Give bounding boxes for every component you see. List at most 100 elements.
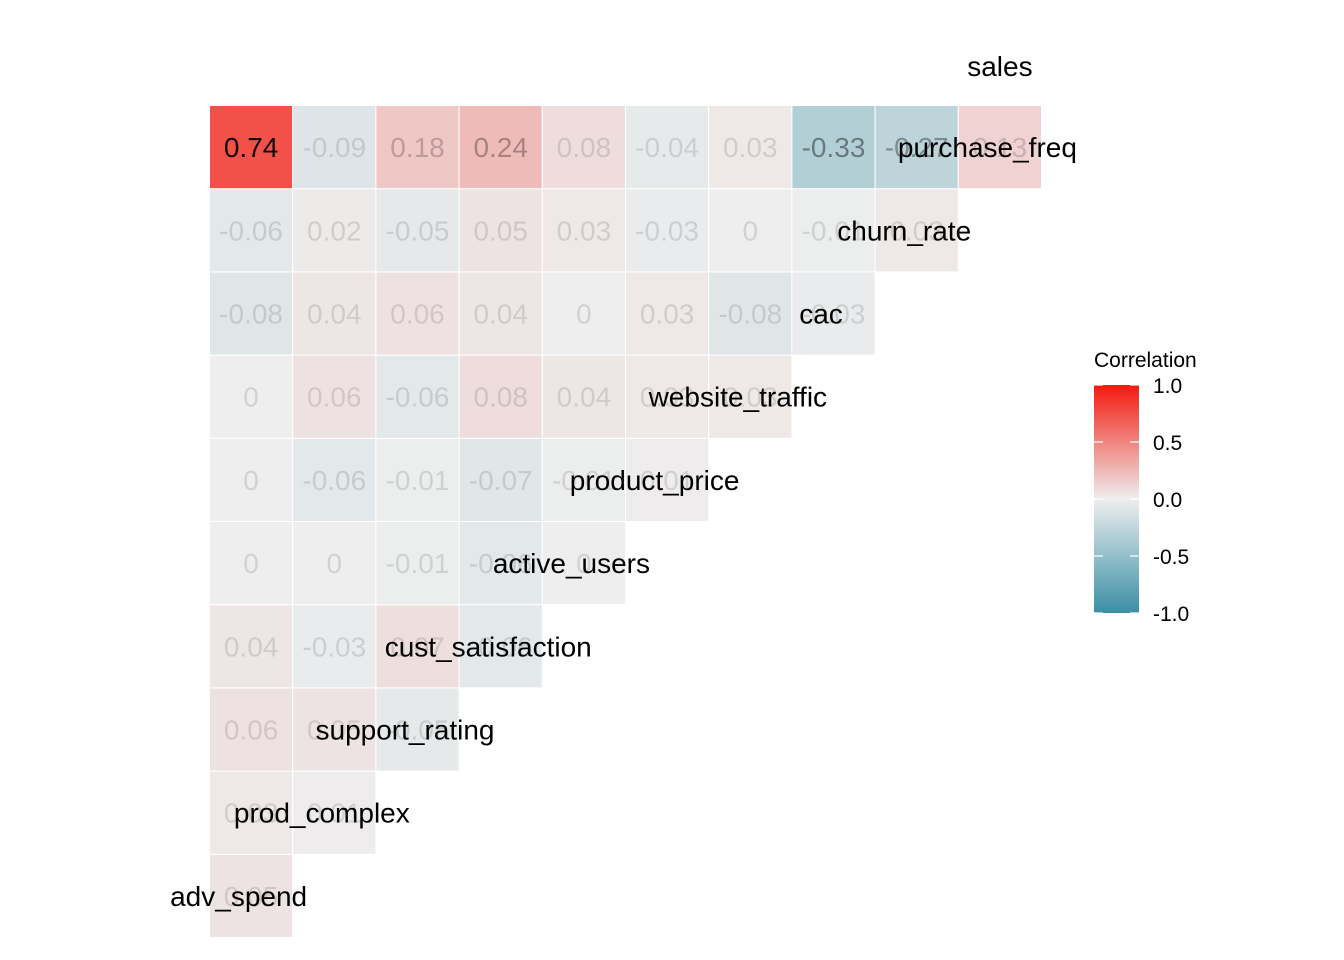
cell-value-label: 0.06	[390, 299, 445, 330]
row-label-active_users: active_users	[493, 548, 650, 579]
cell-value-label: -0.07	[469, 465, 533, 496]
heatmap-cell-active_users-support_rating	[375, 604, 460, 689]
cell-value-label: 0	[743, 215, 759, 246]
heatmap-cell-cust_satisfaction-adv_spend	[209, 687, 294, 772]
row-label-adv_spend: adv_spend	[170, 881, 307, 912]
heatmap-cell-website_traffic-prod_complex	[292, 437, 377, 522]
cell-value-label: 0.03	[723, 132, 778, 163]
row-label-support_rating: support_rating	[316, 715, 495, 746]
heatmap-cell-website_traffic-active_users	[541, 437, 626, 522]
cell-value-label: -0.09	[302, 132, 366, 163]
heatmap-cell-purchase_freq-product_price	[625, 188, 710, 273]
heatmap-cell-product_price-active_users	[541, 521, 626, 606]
heatmap-cell-cac-website_traffic	[708, 354, 793, 439]
legend-tick-label: 0.0	[1153, 489, 1182, 512]
heatmap-cell-sales-cac	[791, 105, 876, 190]
heatmap-cell-purchase_freq-active_users	[541, 188, 626, 273]
heatmap-cell-active_users-adv_spend	[209, 604, 294, 689]
cell-value-label: -0.06	[469, 548, 533, 579]
row-label-website_traffic: website_traffic	[648, 382, 827, 413]
legend-tick-label: 1.0	[1153, 375, 1182, 398]
cell-value-label: 0	[243, 548, 259, 579]
heatmap-cell-active_users-cust_satisfaction	[458, 604, 543, 689]
heatmap-cell-product_price-support_rating	[375, 521, 460, 606]
legend-ticks: 1.0 0.5 0.0 -0.5 -1.0	[1094, 375, 1189, 626]
cell-value-label: 0.03	[224, 798, 279, 829]
row-label-cust_satisfaction: cust_satisfaction	[385, 631, 592, 662]
cell-value-label: 0.06	[307, 382, 362, 413]
cell-value-label: -0.03	[302, 631, 366, 662]
heatmap-cell-website_traffic-support_rating	[375, 437, 460, 522]
heatmap-cell-sales-churn_rate	[874, 105, 959, 190]
color-legend: Correlation 1.0 0.5 0.0 -0.5 -1.0	[1094, 349, 1197, 626]
heatmap-cell-active_users-prod_complex	[292, 604, 377, 689]
variable-labels: adv_spend prod_complex support_rating cust_…	[170, 51, 1077, 912]
cell-value-label: -0.04	[635, 132, 699, 163]
cell-value-label: 0.02	[307, 215, 362, 246]
heatmap-cell-cust_satisfaction-prod_complex	[292, 687, 377, 772]
cell-value-label: 0.03	[640, 382, 695, 413]
cell-value-label: 0.04	[224, 631, 279, 662]
cell-value-label: 0.03	[640, 299, 695, 330]
heatmap-cell-sales-active_users	[541, 105, 626, 190]
row-label-churn_rate: churn_rate	[837, 215, 971, 246]
heatmap-cell-website_traffic-product_price	[625, 437, 710, 522]
cell-value-label: 0.24	[473, 132, 528, 163]
heatmap-cell-sales-purchase_freq	[957, 105, 1042, 190]
cell-value-label: 0.08	[473, 382, 528, 413]
cell-value-label: -0.03	[635, 215, 699, 246]
row-label-cac: cac	[799, 299, 843, 330]
heatmap-cell-purchase_freq-churn_rate	[874, 188, 959, 273]
cell-value-label: 0	[243, 465, 259, 496]
heatmap-cell-sales-product_price	[625, 105, 710, 190]
row-label-product_price: product_price	[570, 465, 740, 496]
cell-value-label: 0.05	[473, 215, 528, 246]
cell-value-label: -0.06	[219, 215, 283, 246]
heatmap-cell-sales-adv_spend	[209, 105, 294, 190]
heatmap-cell-website_traffic-adv_spend	[209, 437, 294, 522]
cell-value-label: -0.01	[386, 465, 450, 496]
cell-value-label: 0.04	[473, 299, 528, 330]
cell-value-label: 0	[576, 548, 592, 579]
heatmap-cell-product_price-prod_complex	[292, 521, 377, 606]
cell-value-label: -0.05	[386, 215, 450, 246]
cell-value-label: -0.05	[386, 715, 450, 746]
cell-value-label: 0.03	[557, 215, 612, 246]
cell-value-label: -0.08	[718, 299, 782, 330]
heatmap-cell-cust_satisfaction-support_rating	[375, 687, 460, 772]
heatmap-cell-website_traffic-cust_satisfaction	[458, 437, 543, 522]
heatmap-cells	[209, 105, 1042, 938]
cell-value-label: -0.01	[552, 465, 616, 496]
cell-value-label: 0.01	[307, 798, 362, 829]
cell-value-label: -0.06	[386, 382, 450, 413]
cell-value-label: -0.01	[802, 215, 866, 246]
cell-value-label: 0.06	[224, 715, 279, 746]
heatmap-cell-purchase_freq-adv_spend	[209, 188, 294, 273]
heatmap-cell-churn_rate-cac	[791, 271, 876, 356]
cell-value-label: 0.13	[973, 132, 1028, 163]
cell-value-label: 0.08	[557, 132, 612, 163]
heatmap-cell-churn_rate-product_price	[625, 271, 710, 356]
heatmap-cell-prod_complex-adv_spend	[209, 853, 294, 938]
heatmap-cell-support_rating-adv_spend	[209, 770, 294, 855]
heatmap-cell-purchase_freq-prod_complex	[292, 188, 377, 273]
heatmap-cell-churn_rate-website_traffic	[708, 271, 793, 356]
cell-value-label: -0.27	[885, 132, 949, 163]
cell-value-label: -0.33	[802, 132, 866, 163]
cell-value-label: 0.04	[557, 382, 612, 413]
cell-value-label: -0.06	[469, 631, 533, 662]
cell-value-labels: 0.05 0.03 0.01 0.06 0.05 -0.05 0.04 -0.03 0.07 -0…	[219, 132, 1027, 912]
heatmap-cell-cac-cust_satisfaction	[458, 354, 543, 439]
legend-tick-label: 0.5	[1153, 432, 1182, 455]
heatmap-cell-cac-prod_complex	[292, 354, 377, 439]
heatmap-cell-sales-prod_complex	[292, 105, 377, 190]
cell-value-label: 0.07	[390, 631, 445, 662]
legend-title: Correlation	[1094, 349, 1197, 372]
cell-value-label: 0	[576, 299, 592, 330]
cell-value-label: 0.03	[889, 215, 944, 246]
row-label-prod_complex: prod_complex	[234, 798, 410, 829]
heatmap-cell-sales-cust_satisfaction	[458, 105, 543, 190]
cell-value-label: 0.05	[224, 881, 279, 912]
cell-value-label: 0.01	[640, 465, 695, 496]
